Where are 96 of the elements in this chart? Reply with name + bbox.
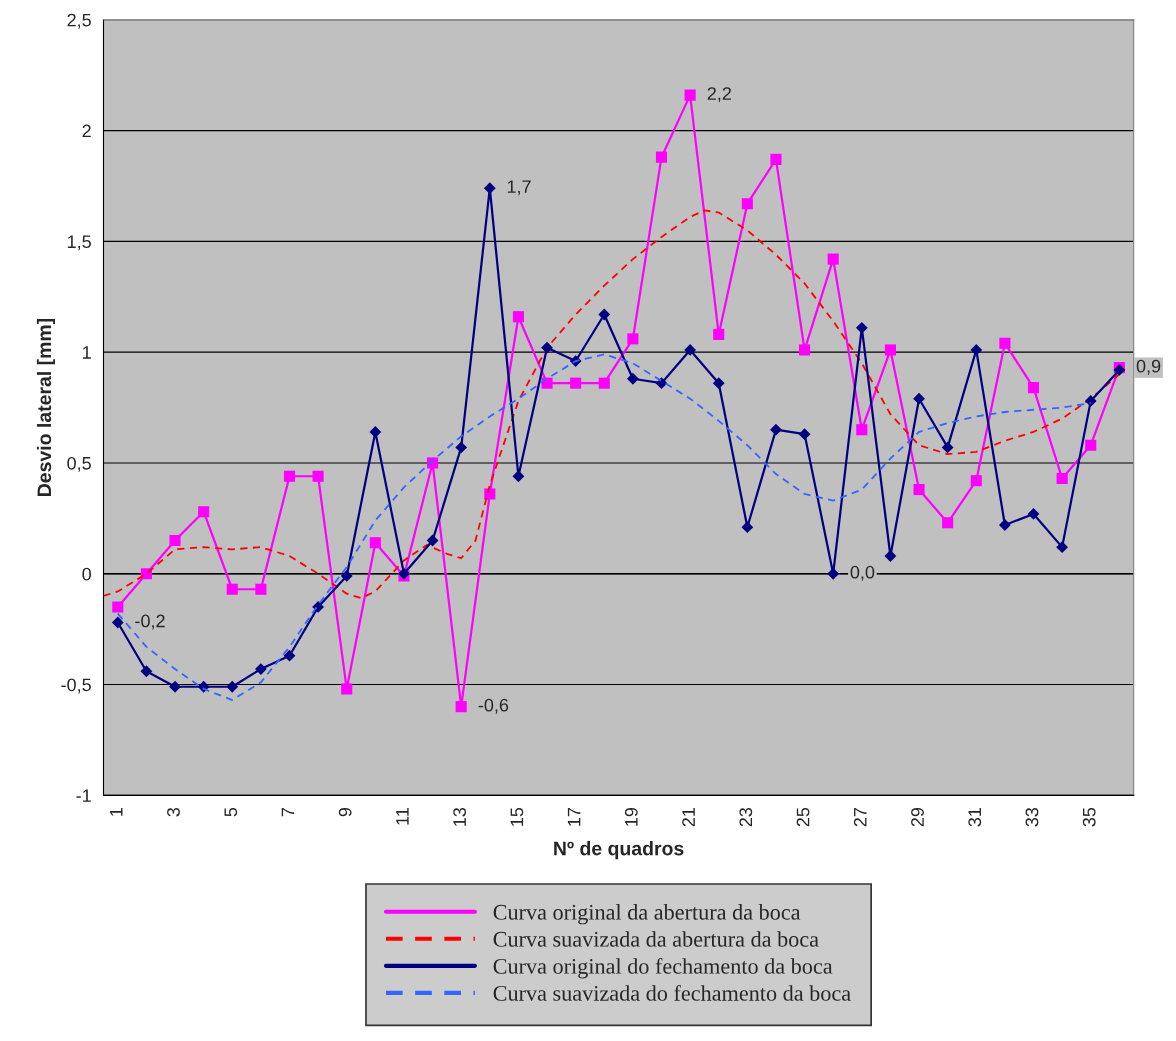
point — [254, 663, 267, 675]
point — [799, 344, 811, 356]
x-tick-label: 35 — [1082, 807, 1096, 827]
point — [913, 392, 925, 405]
x-tick-label: 1 — [110, 808, 123, 816]
y-tick-label: 1 — [83, 346, 91, 359]
point — [884, 344, 896, 356]
data-label: 1,7 — [507, 180, 531, 196]
point — [169, 680, 181, 693]
y-tick-label: 0,5 — [67, 456, 91, 472]
point — [455, 701, 467, 713]
point — [455, 441, 468, 454]
y-tick-label: 2,5 — [67, 13, 91, 29]
y-tick-label: -1 — [76, 789, 91, 802]
x-tick-label: 33 — [1025, 807, 1039, 827]
point — [598, 377, 610, 389]
x-tick-label: 23 — [739, 807, 753, 827]
y-tick-label: 2 — [82, 124, 91, 138]
x-tick-label: 31 — [968, 808, 982, 827]
legend-label: Curva original do fechamento da boca — [493, 957, 833, 979]
point — [741, 521, 754, 534]
point — [541, 341, 553, 354]
point — [111, 616, 124, 629]
x-tick-label: 15 — [510, 807, 524, 826]
point — [999, 337, 1011, 349]
x-tick-label: 11 — [396, 808, 409, 825]
point — [369, 426, 382, 438]
data-label: -0,6 — [478, 698, 509, 714]
point — [1056, 472, 1068, 485]
data-label: -0,2 — [135, 614, 165, 630]
point — [713, 328, 725, 340]
x-tick-label: 5 — [224, 807, 238, 817]
point — [855, 321, 868, 334]
y-tick-label: -0,5 — [61, 678, 91, 694]
y-tick-label: 0 — [82, 567, 91, 581]
point — [827, 253, 839, 265]
point — [369, 537, 381, 549]
point — [255, 583, 267, 595]
x-tick-label: 3 — [167, 807, 180, 817]
data-label: 2,2 — [707, 87, 731, 103]
x-tick-label: 7 — [281, 808, 295, 817]
x-tick-label: 21 — [682, 808, 695, 827]
legend-label: Curva suavizada do fechamento da boca — [493, 984, 851, 1001]
x-tick-label: 25 — [796, 807, 810, 827]
point — [941, 441, 954, 454]
point — [1027, 382, 1040, 394]
point — [1084, 395, 1097, 407]
point — [741, 198, 753, 210]
point — [626, 372, 639, 385]
x-axis-title: Nº de quadros — [554, 841, 684, 860]
y-axis-title: Desvio lateral [mm] — [36, 318, 56, 496]
point — [512, 311, 524, 323]
point — [1027, 508, 1040, 520]
point — [283, 470, 296, 482]
point — [140, 665, 153, 678]
legend-label: Curva original da abertura da boca — [493, 904, 801, 925]
point — [112, 601, 124, 613]
legend-label: Curva suavizada da abertura da boca — [493, 931, 819, 947]
x-tick-label: 27 — [853, 808, 867, 827]
x-tick-label: 17 — [567, 808, 581, 826]
point — [684, 89, 696, 101]
point — [484, 488, 496, 500]
point — [884, 550, 897, 562]
point — [655, 377, 668, 390]
point — [655, 151, 668, 163]
point — [770, 153, 782, 165]
data-label: 0,9 — [1136, 359, 1161, 375]
point — [340, 570, 353, 582]
point — [226, 680, 239, 693]
point — [341, 683, 353, 695]
point — [712, 377, 725, 390]
point — [627, 333, 639, 345]
data-label: 0,0 — [850, 565, 875, 581]
point — [283, 649, 296, 662]
point — [1085, 439, 1097, 451]
point — [226, 583, 238, 595]
point — [770, 423, 782, 436]
y-tick-label: 1,5 — [67, 235, 91, 251]
point — [512, 470, 525, 483]
point — [942, 517, 954, 529]
point — [798, 428, 811, 441]
point — [169, 534, 181, 547]
x-tick-label: 9 — [338, 807, 352, 817]
point — [856, 424, 868, 436]
point — [684, 344, 697, 356]
point — [913, 483, 925, 496]
point — [999, 519, 1011, 531]
x-tick-label: 19 — [624, 807, 638, 826]
point — [598, 308, 611, 321]
point — [312, 470, 324, 482]
x-tick-label: 13 — [453, 807, 467, 826]
point — [570, 377, 582, 389]
x-tick-label: 29 — [911, 807, 924, 827]
point — [198, 506, 210, 518]
point — [970, 475, 982, 487]
point — [1056, 541, 1069, 554]
